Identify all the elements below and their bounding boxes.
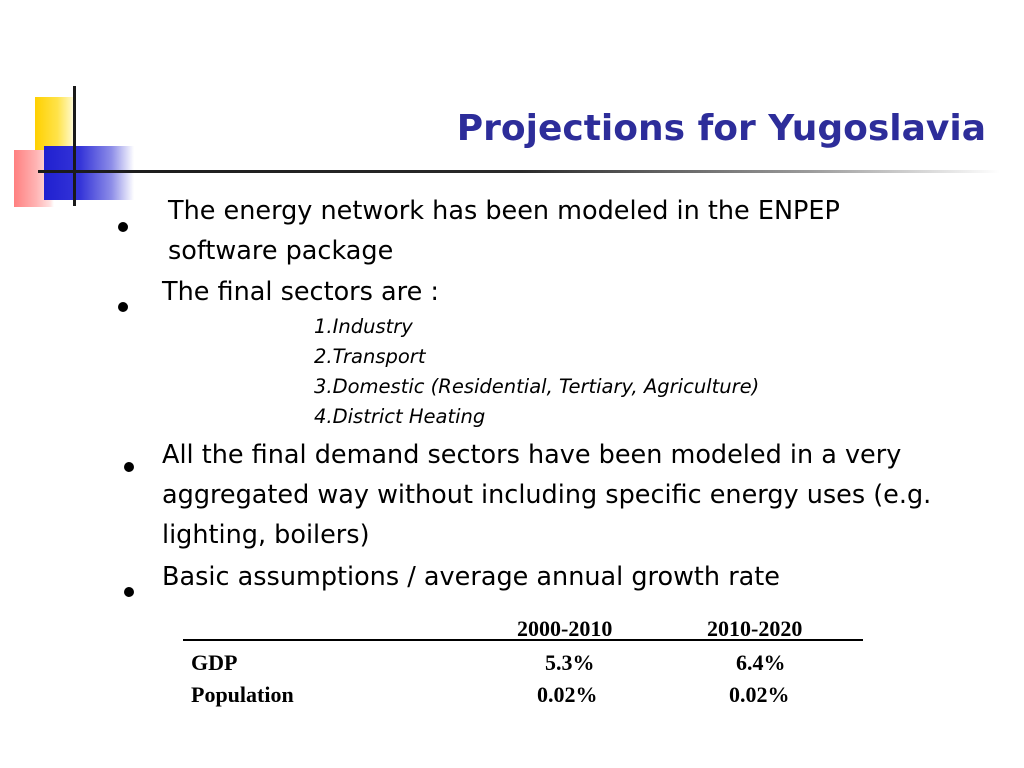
bullet-dot	[124, 462, 134, 472]
sector-item: 1.Industry	[314, 315, 413, 338]
sector-item: 4.District Heating	[314, 405, 486, 428]
decorative-yellow-square	[35, 97, 76, 152]
table-row-label: Population	[191, 682, 294, 707]
bullet-dot	[118, 222, 128, 232]
bullet-dot	[124, 587, 134, 597]
table-cell: 0.02%	[729, 682, 790, 707]
decorative-vertical-line	[73, 86, 76, 206]
decorative-blue-square	[44, 146, 134, 200]
slide-title: Projections for Yugoslavia	[456, 108, 986, 149]
bullet-text-3: All the final demand sectors have been m…	[162, 440, 932, 550]
title-underline	[38, 170, 1000, 173]
table-cell: 0.02%	[537, 682, 598, 707]
bullet-text-4: Basic assumptions / average annual growt…	[162, 562, 780, 592]
bullet-text-1: The energy network has been modeled in t…	[168, 196, 840, 266]
table-divider	[183, 639, 863, 641]
table-column-header: 2000-2010	[517, 616, 613, 641]
bullet-text-2: The final sectors are :	[162, 277, 439, 307]
bullet-dot	[118, 302, 128, 312]
sector-item: 2.Transport	[314, 345, 426, 368]
table-cell: 6.4%	[736, 650, 786, 675]
table-row-label: GDP	[191, 650, 238, 675]
table-column-header: 2010-2020	[707, 616, 803, 641]
table-cell: 5.3%	[545, 650, 595, 675]
sector-item: 3.Domestic (Residential, Tertiary, Agric…	[314, 375, 760, 398]
